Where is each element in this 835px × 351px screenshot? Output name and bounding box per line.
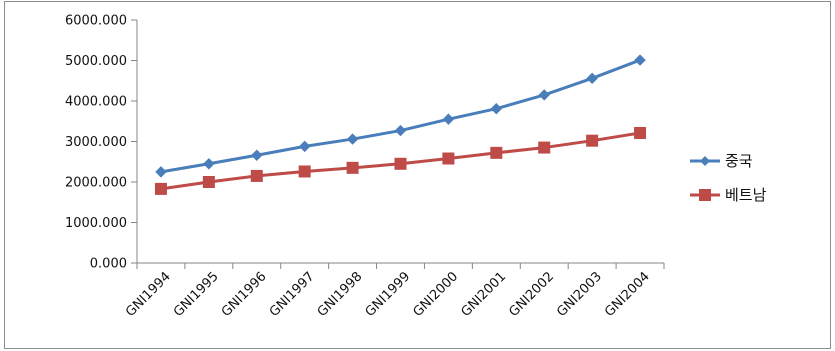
data-point-square — [250, 169, 263, 182]
data-point-diamond — [346, 133, 359, 145]
data-point-square — [154, 182, 167, 195]
y-tick-label: 4000.000 — [65, 95, 127, 110]
series-line-0 — [160, 58, 641, 174]
data-point-diamond — [394, 124, 407, 137]
x-tick-label: GNI2004 — [602, 269, 653, 320]
y-tick-label: 5000.000 — [65, 54, 127, 69]
data-point-square — [586, 134, 599, 147]
x-tick-label: GNI2000 — [411, 269, 462, 320]
x-tick-label: GNI2002 — [506, 269, 557, 320]
x-tick-label: GNI1995 — [171, 269, 222, 320]
y-tick-label: 6000.000 — [65, 14, 127, 29]
chart-axes — [131, 19, 665, 269]
x-axis-tick-labels: GNI1994GNI1995GNI1996GNI1997GNI1998GNI19… — [123, 269, 653, 320]
legend-marker-diamond — [700, 156, 710, 166]
data-point-diamond — [203, 158, 215, 170]
data-point-diamond — [538, 89, 550, 101]
data-point-diamond — [298, 140, 311, 153]
data-point-square — [442, 152, 455, 165]
x-tick-label: GNI1997 — [267, 269, 318, 320]
data-point-square — [202, 176, 215, 188]
data-point-diamond — [490, 102, 503, 115]
legend-label: 중국 — [725, 152, 753, 170]
data-point-diamond — [251, 149, 263, 161]
data-point-square — [298, 165, 311, 178]
data-point-square — [394, 157, 407, 170]
data-point-square — [490, 146, 503, 159]
x-tick-label: GNI1996 — [219, 269, 270, 320]
x-tick-label: GNI1999 — [363, 269, 414, 320]
x-tick-label: GNI1994 — [123, 269, 174, 320]
data-point-diamond — [442, 113, 455, 125]
data-point-diamond — [155, 166, 167, 178]
data-point-diamond — [586, 72, 598, 85]
chart-frame — [4, 1, 831, 349]
data-point-square — [346, 161, 359, 174]
y-tick-label: 2000.000 — [65, 176, 127, 191]
y-tick-label: 0.000 — [90, 257, 127, 272]
y-tick-label: 1000.000 — [65, 216, 127, 231]
data-point-diamond — [634, 54, 646, 66]
legend-label: 베트남 — [725, 186, 767, 204]
y-axis-tick-labels: 0.000 1000.000 2000.000 3000.000 4000.000 500… — [65, 14, 127, 272]
x-tick-label: GNI1998 — [315, 269, 366, 320]
series-group — [154, 54, 647, 195]
legend-marker-square — [699, 189, 711, 201]
x-tick-label: GNI2003 — [554, 269, 605, 320]
x-tick-label: GNI2001 — [458, 269, 509, 320]
data-point-square — [634, 126, 647, 139]
y-tick-label: 3000.000 — [65, 135, 127, 150]
data-point-square — [538, 141, 551, 154]
